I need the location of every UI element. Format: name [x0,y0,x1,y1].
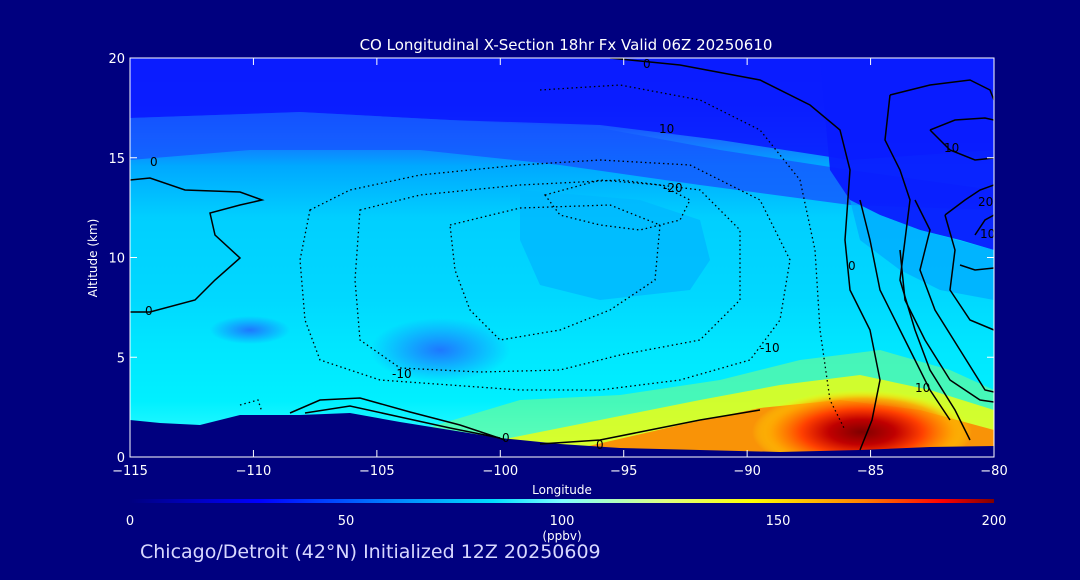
contour-label: 10 [980,227,995,241]
east-mid-band [850,200,994,300]
contour-line-east-3 [884,94,971,441]
x-axis: −115 −110 −105 −100 −95 −90 −85 −80 [112,58,1008,479]
contour-line-east-10 [974,214,994,236]
colorbar-label: (ppbv) [542,529,581,543]
colorbar-tick-label: 150 [766,514,791,529]
x-tick-label: −85 [857,464,884,479]
contour-line-east-1 [609,58,881,451]
upper-band [130,58,994,160]
contour-label: 0 [145,304,153,318]
y-axis-label: Altitude (km) [86,219,100,298]
y-tick-label: 20 [108,52,125,67]
contour-line-surface-1 [289,397,506,441]
y-tick-label: 10 [108,252,125,267]
x-tick-label: −95 [610,464,637,479]
contour-neg-4 [543,179,691,231]
colorbar-tick-label: 200 [982,514,1007,529]
contour-line-east-5 [929,117,994,131]
contour-line-east-12 [899,249,994,403]
colorbar-tick-label: 0 [126,514,134,529]
x-tick-label: −100 [482,464,518,479]
co-field: 0 0 0 0 0 0 10 20 10 10 10 -10 -10 -20 [130,57,995,457]
contour-label: -10 [392,367,412,381]
x-tick-label: −80 [980,464,1007,479]
y-tick-label: 0 [117,451,125,466]
lower-blue-blob [370,318,510,382]
west-blue-blob [210,316,290,344]
contour-line-west [130,177,265,313]
upper-mid-band [130,112,994,210]
x-tick-label: −105 [359,464,395,479]
contour-label: 0 [643,57,651,71]
contour-label: -20 [663,181,683,195]
y-tick-label: 15 [108,152,125,167]
x-tick-label: −110 [236,464,272,479]
chart-title: CO Longitudinal X-Section 18hr Fx Valid … [360,36,773,54]
contour-label: 0 [150,155,158,169]
contour-line-east-2 [889,79,994,101]
contour-line-east-6 [929,129,994,161]
y-tick-label: 5 [117,351,125,366]
contour-line-east-7 [914,199,994,393]
contour-labels: 0 0 0 0 0 0 10 20 10 10 10 -10 -10 -20 [145,57,995,452]
contour-neg-3 [449,204,661,341]
contour-label: 10 [915,381,930,395]
east-upper-blue [820,58,994,250]
colorbar-axis: 0 50 100 150 200 [126,514,1007,529]
contour-line-surface-2 [304,405,501,439]
contour-label: 20 [978,195,993,209]
contour-label: -10 [760,341,780,355]
contour-neg-outer [299,159,791,391]
y-axis: 0 5 10 15 20 [108,52,994,466]
contour-label: 10 [944,141,959,155]
colorbar-tick-label: 100 [550,514,575,529]
contour-line-east-8 [944,184,994,216]
contour-neg-5 [539,84,846,431]
contour-line-east-4 [859,199,951,421]
dotted-contours [239,84,846,431]
contour-label: 0 [848,259,856,273]
x-axis-label: Longitude [532,483,592,497]
co-maximum [752,390,972,457]
contour-line-east-9 [944,214,994,331]
contour-line-east-11 [959,264,994,271]
x-tick-label: −90 [733,464,760,479]
contour-label: 0 [596,438,604,452]
solid-contours [130,58,994,451]
contour-line-surface-3 [539,409,761,445]
terrain-mask [130,413,994,457]
contour-neg-6 [239,399,263,413]
colorbar [130,499,994,503]
colorbar-tick-label: 50 [338,514,355,529]
contour-label: 10 [659,122,674,136]
contour-label: 0 [502,431,510,445]
x-tick-label: −115 [112,464,148,479]
footer-caption: Chicago/Detroit (42°N) Initialized 12Z 2… [140,541,601,563]
